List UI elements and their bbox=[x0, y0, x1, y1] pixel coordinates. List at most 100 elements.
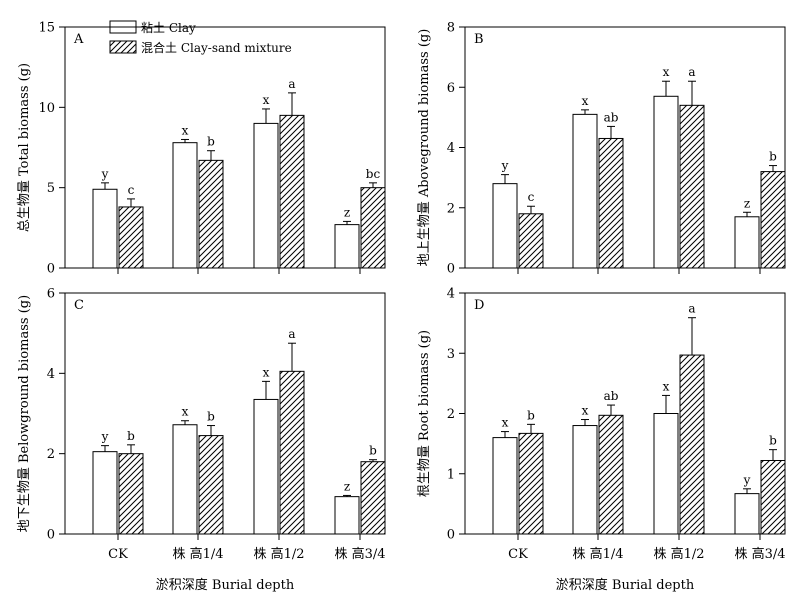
significance-letter: z bbox=[344, 479, 350, 493]
plot-frame bbox=[64, 26, 386, 269]
legend-swatch-mixture bbox=[109, 40, 137, 54]
bar-clay bbox=[334, 224, 360, 269]
bar-mixture bbox=[198, 159, 224, 269]
bar-mixture bbox=[518, 432, 544, 535]
bar-mixture bbox=[679, 354, 705, 535]
bar-mixture bbox=[360, 187, 386, 269]
significance-letter: x bbox=[663, 379, 670, 393]
bar-clay bbox=[572, 113, 598, 269]
y-tick-label: 10 bbox=[38, 101, 55, 116]
bar-mixture bbox=[760, 171, 786, 269]
significance-letter: a bbox=[688, 302, 695, 316]
y-tick-label: 0 bbox=[447, 528, 455, 543]
significance-letter: x bbox=[582, 94, 589, 108]
bar-mixture bbox=[279, 114, 305, 269]
bar-mixture bbox=[760, 459, 786, 535]
bar-clay bbox=[653, 95, 679, 269]
legend-label-mixture: 混合土 Clay-sand mixture bbox=[141, 40, 292, 55]
significance-letter: x bbox=[182, 123, 189, 137]
y-tick-label: 6 bbox=[447, 81, 455, 96]
bar-clay bbox=[492, 183, 518, 269]
y-tick-label: 4 bbox=[447, 287, 455, 302]
significance-letter: b bbox=[207, 410, 215, 424]
x-axis-label-right: 淤积深度 Burial depth bbox=[556, 577, 695, 593]
x-tick-label: 株 高3/4 bbox=[334, 546, 385, 562]
significance-letter: bc bbox=[366, 167, 381, 181]
significance-letter: b bbox=[527, 408, 535, 422]
bar-mixture bbox=[118, 206, 144, 269]
significance-letter: z bbox=[344, 205, 350, 219]
y-tick-label: 4 bbox=[447, 141, 455, 156]
x-tick-label: 株 高1/4 bbox=[572, 546, 623, 562]
significance-letter: x bbox=[182, 405, 189, 419]
bar-clay bbox=[253, 122, 279, 269]
bar-mixture bbox=[598, 414, 624, 535]
significance-letter: b bbox=[127, 429, 135, 443]
x-axis-label-left: 淤积深度 Burial depth bbox=[156, 577, 295, 593]
bar-clay bbox=[172, 142, 198, 269]
bar-clay bbox=[734, 216, 760, 269]
panel-letter: A bbox=[73, 32, 84, 47]
bar-mixture bbox=[360, 461, 386, 535]
significance-letter: a bbox=[288, 77, 295, 91]
significance-letter: ab bbox=[604, 110, 619, 124]
y-tick-label: 2 bbox=[47, 447, 55, 462]
y-tick-label: 8 bbox=[447, 21, 455, 36]
bar-mixture bbox=[279, 370, 305, 535]
bar-mixture bbox=[198, 435, 224, 535]
legend: 粘土 Clay 混合土 Clay-sand mixture bbox=[109, 20, 292, 55]
bar-mixture bbox=[118, 453, 144, 535]
x-tick-label: CK bbox=[108, 547, 128, 562]
bar-clay bbox=[172, 424, 198, 535]
panel-a: 0 5 10 15 总生物量 Total biomass (g) Ay c x b x a z bc bbox=[17, 21, 386, 277]
y-tick-label: 5 bbox=[47, 181, 55, 196]
panel-d: 0 1 2 3 4 根生物量 Root biomass (g) D CK x b 株 高1/4 x ab… bbox=[417, 287, 786, 563]
y-axis-label: 地上生物量 Aboveground biomass (g) bbox=[417, 29, 432, 267]
bar-clay bbox=[492, 437, 518, 535]
x-tick-label: 株 高3/4 bbox=[734, 546, 785, 562]
significance-letter: x bbox=[263, 365, 270, 379]
significance-letter: x bbox=[263, 93, 270, 107]
significance-letter: c bbox=[528, 190, 535, 204]
significance-letter: y bbox=[101, 167, 109, 181]
significance-letter: a bbox=[688, 65, 695, 79]
y-tick-label: 0 bbox=[47, 262, 55, 277]
bar-clay bbox=[572, 425, 598, 535]
significance-letter: b bbox=[369, 444, 377, 458]
bar-clay bbox=[92, 188, 118, 269]
significance-letter: x bbox=[502, 416, 509, 430]
y-tick-label: 0 bbox=[447, 262, 455, 277]
y-axis-label: 根生物量 Root biomass (g) bbox=[417, 330, 432, 497]
significance-letter: c bbox=[128, 183, 135, 197]
significance-letter: b bbox=[207, 135, 215, 149]
x-tick-label: 株 高1/2 bbox=[653, 546, 704, 562]
significance-letter: y bbox=[501, 159, 509, 173]
significance-letter: ab bbox=[604, 389, 619, 403]
plot-frame bbox=[64, 292, 386, 535]
y-axis-label: 总生物量 Total biomass (g) bbox=[17, 63, 32, 232]
panel-c: 0 2 4 6 地下生物量 Belowground biomass (g) C CK y b 株 … bbox=[17, 287, 386, 563]
x-tick-label: CK bbox=[508, 547, 528, 562]
x-tick-label: 株 高1/2 bbox=[253, 546, 304, 562]
bar-clay bbox=[253, 398, 279, 535]
significance-letter: y bbox=[101, 430, 109, 444]
y-tick-label: 6 bbox=[47, 287, 55, 302]
significance-letter: a bbox=[288, 327, 295, 341]
bar-clay bbox=[92, 451, 118, 535]
significance-letter: z bbox=[744, 196, 750, 210]
y-tick-label: 2 bbox=[447, 407, 455, 422]
bar-mixture bbox=[518, 213, 544, 269]
y-tick-label: 2 bbox=[447, 201, 455, 216]
bar-clay bbox=[734, 493, 760, 535]
significance-letter: y bbox=[743, 473, 751, 487]
panel-letter: C bbox=[74, 298, 84, 313]
y-tick-label: 4 bbox=[47, 367, 55, 382]
panel-letter: D bbox=[474, 298, 484, 313]
bar-clay bbox=[334, 496, 360, 535]
significance-letter: x bbox=[663, 65, 670, 79]
bar-clay bbox=[653, 413, 679, 535]
y-tick-label: 1 bbox=[447, 467, 455, 482]
y-tick-label: 3 bbox=[447, 347, 455, 362]
